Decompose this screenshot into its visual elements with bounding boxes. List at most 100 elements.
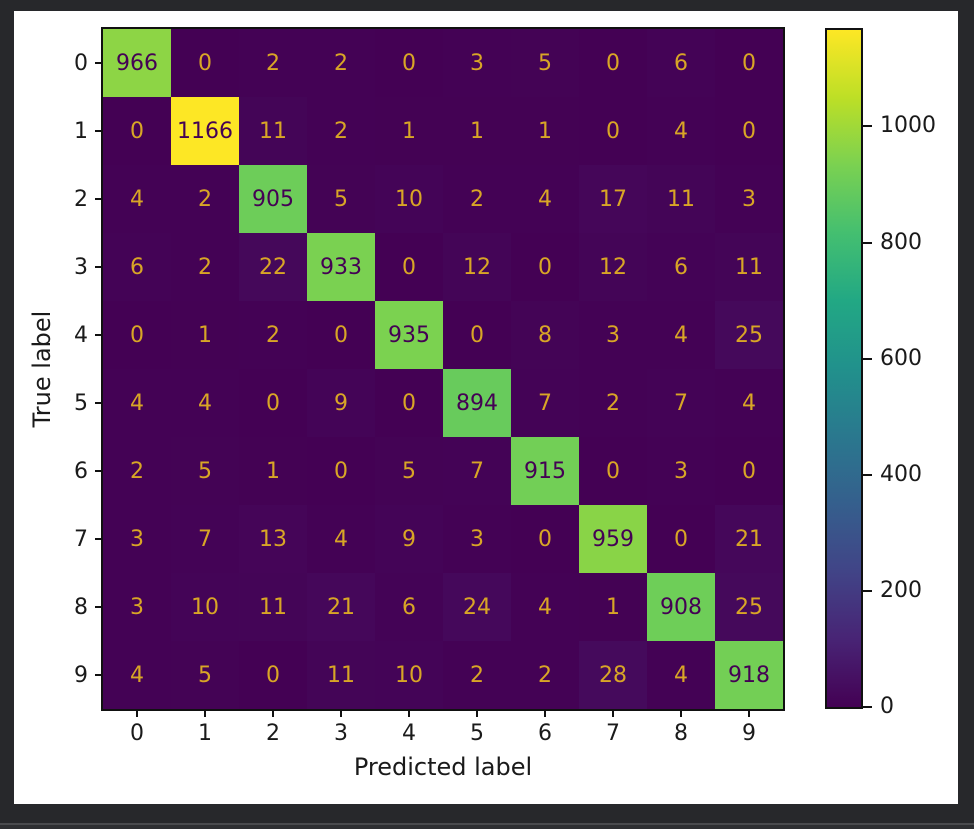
heatmap-cell: 0	[579, 97, 647, 165]
heatmap-cell: 1	[579, 573, 647, 641]
heatmap-cell: 8	[511, 301, 579, 369]
heatmap-cell: 1	[511, 97, 579, 165]
colorbar-tick-label: 1000	[880, 113, 936, 139]
heatmap-cell: 0	[103, 97, 171, 165]
x-tick-label: 7	[606, 720, 620, 746]
heatmap-cell: 2	[307, 97, 375, 165]
heatmap-cell: 4	[647, 301, 715, 369]
heatmap-cell: 935	[375, 301, 443, 369]
heatmap-cell: 0	[715, 29, 783, 97]
colorbar-tick-label: 0	[880, 694, 894, 719]
heatmap-cell: 0	[375, 369, 443, 437]
heatmap-cell: 4	[715, 369, 783, 437]
heatmap-cell: 0	[715, 437, 783, 505]
heatmap-cell: 1	[239, 437, 307, 505]
x-tick-label: 1	[198, 720, 212, 746]
heatmap-cell: 2	[171, 233, 239, 301]
heatmap-cell: 4	[103, 369, 171, 437]
heatmap-cell: 9	[375, 505, 443, 573]
heatmap-cell: 0	[647, 505, 715, 573]
heatmap-cell: 933	[307, 233, 375, 301]
colorbar-tick-mark	[863, 589, 872, 592]
heatmap-cell: 3	[443, 29, 511, 97]
colorbar	[827, 30, 861, 707]
heatmap-cell: 13	[239, 505, 307, 573]
colorbar-tick-label: 200	[880, 577, 922, 603]
heatmap-cell: 4	[511, 573, 579, 641]
heatmap-cell: 1	[443, 97, 511, 165]
heatmap-cell: 5	[375, 437, 443, 505]
y-tick-mark	[95, 266, 103, 268]
y-tick-mark	[95, 62, 103, 64]
heatmap-cell: 0	[443, 301, 511, 369]
x-tick-mark	[408, 709, 410, 717]
y-tick-label: 1	[74, 118, 88, 144]
x-tick-label: 9	[742, 720, 756, 746]
heatmap-cell: 25	[715, 301, 783, 369]
colorbar-tick-mark	[863, 706, 872, 708]
heatmap-cell: 7	[443, 437, 511, 505]
heatmap-cell: 0	[171, 29, 239, 97]
heatmap-cell: 3	[103, 573, 171, 641]
heatmap-cell: 2	[443, 641, 511, 709]
heatmap-cell: 0	[579, 437, 647, 505]
y-tick-mark	[95, 470, 103, 472]
heatmap-cell: 10	[375, 165, 443, 233]
heatmap-cell: 5	[171, 437, 239, 505]
x-tick-label: 6	[538, 720, 552, 746]
heatmap-cell: 0	[579, 29, 647, 97]
x-tick-mark	[204, 709, 206, 717]
heatmap-cell: 10	[171, 573, 239, 641]
heatmap-cell: 1166	[171, 97, 239, 165]
x-tick-mark	[748, 709, 750, 717]
y-tick-label: 0	[74, 50, 88, 76]
heatmap-cell: 11	[307, 641, 375, 709]
heatmap-cell: 21	[715, 505, 783, 573]
y-tick-label: 4	[74, 322, 88, 348]
y-tick-label: 9	[74, 662, 88, 688]
heatmap-cell: 28	[579, 641, 647, 709]
heatmap-cell: 4	[171, 369, 239, 437]
colorbar-tick-mark	[863, 241, 872, 244]
heatmap-cell: 1	[171, 301, 239, 369]
heatmap-cell: 7	[647, 369, 715, 437]
heatmap-cell: 0	[239, 641, 307, 709]
x-tick-mark	[680, 709, 682, 717]
heatmap-cell: 2	[579, 369, 647, 437]
heatmap-cell: 4	[647, 97, 715, 165]
heatmap-cell: 3	[715, 165, 783, 233]
heatmap-cell: 6	[647, 29, 715, 97]
heatmap-cell: 0	[375, 233, 443, 301]
heatmap-cell: 11	[239, 97, 307, 165]
heatmap-cell: 11	[647, 165, 715, 233]
heatmap-cell: 918	[715, 641, 783, 709]
y-tick-label: 3	[74, 254, 88, 280]
colorbar-tick-label: 800	[880, 229, 922, 255]
y-tick-label: 6	[74, 458, 88, 484]
y-tick-mark	[95, 402, 103, 404]
heatmap-cell: 4	[103, 165, 171, 233]
heatmap-cell: 908	[647, 573, 715, 641]
heatmap-cell: 7	[511, 369, 579, 437]
heatmap-cell: 915	[511, 437, 579, 505]
heatmap-cell: 11	[715, 233, 783, 301]
colorbar-tick-mark	[863, 357, 872, 360]
heatmap-cell: 2	[239, 29, 307, 97]
heatmap-cell: 12	[579, 233, 647, 301]
heatmap-cell: 0	[307, 437, 375, 505]
heatmap-cell: 5	[307, 165, 375, 233]
x-tick-label: 3	[334, 720, 348, 746]
heatmap-cell: 5	[511, 29, 579, 97]
y-tick-label: 2	[74, 186, 88, 212]
heatmap-cell: 11	[239, 573, 307, 641]
heatmap-cell: 5	[171, 641, 239, 709]
x-tick-label: 5	[470, 720, 484, 746]
colorbar-tick-label: 400	[880, 461, 922, 487]
heatmap-cell: 17	[579, 165, 647, 233]
heatmap-cell: 3	[103, 505, 171, 573]
heatmap-cell: 9	[307, 369, 375, 437]
heatmap-cell: 966	[103, 29, 171, 97]
heatmap-cell: 24	[443, 573, 511, 641]
heatmap-cell: 2	[103, 437, 171, 505]
